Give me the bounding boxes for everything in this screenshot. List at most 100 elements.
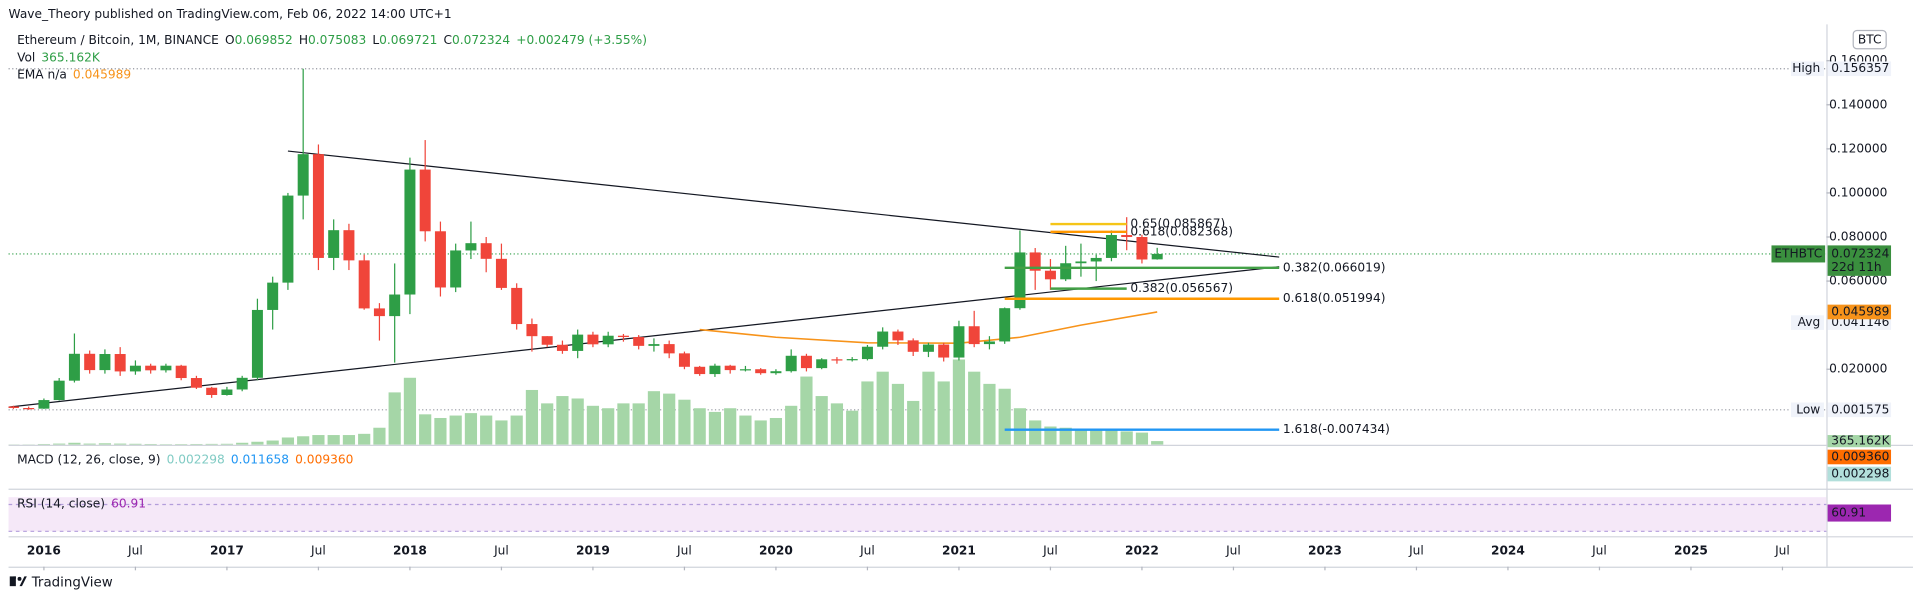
candle-body <box>68 353 80 381</box>
currency-box[interactable] <box>1852 29 1887 50</box>
candle-body <box>602 335 614 345</box>
x-tick-label: Jul <box>1774 543 1790 557</box>
volume-bar <box>876 371 889 445</box>
candle-body <box>983 341 995 345</box>
volume-bar <box>922 371 935 445</box>
rsi-band <box>8 497 1827 532</box>
vol-label: Vol <box>17 50 35 64</box>
candle-body <box>861 346 873 360</box>
macd-hist-tag <box>1827 466 1892 482</box>
candle-body <box>1044 270 1056 280</box>
candle-body <box>968 326 980 345</box>
volume-bar <box>861 381 874 445</box>
ema-label: EMA n/a <box>17 67 67 81</box>
volume-bar <box>678 399 691 445</box>
candle-body <box>206 387 218 395</box>
candle-body <box>114 354 126 372</box>
plot <box>8 68 1280 445</box>
volume-bar <box>708 411 722 445</box>
rsi-value: 60.91 <box>111 496 146 510</box>
rsi-tag <box>1827 504 1892 522</box>
candle-body <box>1121 235 1133 238</box>
fib-label: 0.618(0.051994) <box>1283 291 1386 305</box>
volume-bar <box>846 410 859 445</box>
candle-body <box>709 365 721 375</box>
x-tick-label: Jul <box>1225 543 1241 557</box>
price-tag-text: 0.072324 <box>1831 246 1889 260</box>
candle-body <box>267 282 279 310</box>
volume-bar <box>37 443 51 445</box>
macd-legend: MACD (12, 26, close, 9) 0.002298 0.011658 0… <box>17 452 353 466</box>
x-tick-label: 2023 <box>1308 543 1342 557</box>
volume-bar <box>983 383 996 445</box>
candle-body <box>831 359 843 361</box>
avg-tag-label-bg <box>1790 315 1824 330</box>
candle-body <box>465 243 477 251</box>
candle-body <box>694 366 706 375</box>
candle-body <box>922 344 934 352</box>
y-tick-label: 0.060000 <box>1829 274 1887 288</box>
volume-bar <box>53 443 66 445</box>
y-tick-label: 0.080000 <box>1829 230 1887 244</box>
rsi-tag-text: 60.91 <box>1831 506 1866 520</box>
volume-bar <box>952 359 966 445</box>
candle-body <box>1014 252 1026 309</box>
candle-body <box>312 154 324 258</box>
h-value: 0.075083 <box>308 33 366 47</box>
volume-bar <box>327 435 340 445</box>
candle-body <box>877 331 889 347</box>
x-tick-label: 2017 <box>210 543 244 557</box>
l-value: 0.069721 <box>379 33 437 47</box>
volume-bar <box>220 443 234 445</box>
volume-bar <box>388 392 401 445</box>
o-value: 0.069852 <box>235 33 293 47</box>
candle-body <box>1105 235 1117 258</box>
volume-bar <box>68 442 81 445</box>
candle-body <box>587 334 599 345</box>
candle-body <box>892 331 904 341</box>
candle-body <box>953 326 965 358</box>
candle-body <box>1090 257 1102 262</box>
vol-tag-text: 365.162K <box>1831 434 1890 448</box>
volume-bar <box>556 396 569 445</box>
macd-signal-tag-text: 0.009360 <box>1831 449 1889 463</box>
candle-body <box>419 169 431 232</box>
o-label: O <box>225 33 235 47</box>
x-tick-label: 2020 <box>759 543 793 557</box>
candle-body <box>938 344 950 358</box>
volume-bar <box>907 400 920 445</box>
brand: TradingView <box>31 576 113 591</box>
x-tick-label: Jul <box>127 543 143 557</box>
symbol-tag <box>1771 245 1826 263</box>
candle-body <box>190 378 202 388</box>
avg-tag-label: Avg <box>1798 315 1821 329</box>
volume-bar <box>937 381 950 445</box>
volume-bar <box>693 408 706 445</box>
volume-bar <box>190 443 203 445</box>
candle-body <box>495 258 507 288</box>
candle-body <box>1060 263 1072 280</box>
volume-bar <box>769 417 783 445</box>
high-tag-label-bg <box>1790 61 1824 77</box>
candle-body <box>99 354 111 371</box>
candle-body <box>358 260 370 309</box>
candle-body <box>724 365 736 371</box>
candle-body <box>617 335 629 338</box>
fib-label: 0.65(0.085867) <box>1130 217 1225 231</box>
candle-body <box>648 344 660 346</box>
volume-bar <box>1151 441 1164 445</box>
y-tick-label: 0.140000 <box>1829 97 1887 111</box>
volume-bar <box>403 377 417 445</box>
volume-bar <box>373 427 386 445</box>
volume-bar <box>419 414 432 445</box>
macd-title: MACD (12, 26, close, 9) <box>17 452 160 466</box>
candle-body <box>236 377 248 390</box>
candle-body <box>480 243 492 259</box>
volume-bar <box>83 443 96 445</box>
candle-body <box>770 371 782 374</box>
published-note: Wave_Theory published on TradingView.com… <box>9 7 452 21</box>
x-tick-label: 2025 <box>1674 543 1708 557</box>
volume-bar <box>1059 427 1072 445</box>
volume-bar <box>830 403 844 445</box>
h-label: H <box>299 33 308 47</box>
